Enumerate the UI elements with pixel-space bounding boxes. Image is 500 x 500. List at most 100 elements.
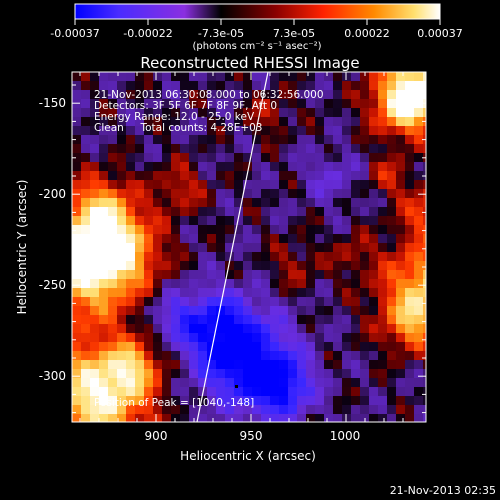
heatmap-cell: [324, 342, 334, 352]
heatmap-cell: [243, 108, 253, 118]
heatmap-cell: [414, 225, 424, 235]
heatmap-cell: [117, 108, 127, 118]
heatmap-cell: [144, 117, 154, 127]
heatmap-cell: [324, 252, 334, 262]
heatmap-cell: [252, 90, 262, 100]
heatmap-cell: [90, 153, 100, 163]
heatmap-cell: [198, 99, 208, 109]
heatmap-cell: [378, 252, 388, 262]
heatmap-cell: [207, 225, 217, 235]
heatmap-cell: [207, 189, 217, 199]
heatmap-cell: [216, 261, 226, 271]
heatmap-cell: [180, 306, 190, 316]
heatmap-cell: [234, 162, 244, 172]
heatmap-cell: [90, 117, 100, 127]
heatmap-cell: [423, 387, 426, 397]
heatmap-cell: [153, 189, 163, 199]
heatmap-cell: [423, 198, 426, 208]
heatmap-cell: [270, 279, 280, 289]
heatmap-cell: [225, 414, 235, 422]
heatmap-cell: [162, 297, 172, 307]
heatmap-cell: [324, 171, 334, 181]
heatmap-cell: [108, 81, 118, 91]
heatmap-cell: [90, 234, 100, 244]
heatmap-cell: [252, 117, 262, 127]
heatmap-cell: [387, 270, 397, 280]
heatmap-cell: [180, 324, 190, 334]
heatmap-cell: [414, 252, 424, 262]
heatmap-cell: [81, 99, 91, 109]
heatmap-cell: [252, 360, 262, 370]
heatmap-cell: [108, 180, 118, 190]
heatmap-cell: [117, 180, 127, 190]
heatmap-cell: [81, 180, 91, 190]
heatmap-cell: [396, 135, 406, 145]
heatmap-cell: [261, 252, 271, 262]
heatmap-cell: [234, 153, 244, 163]
heatmap-cell: [126, 153, 136, 163]
heatmap-cell: [270, 243, 280, 253]
heatmap-cell: [198, 180, 208, 190]
heatmap-cell: [351, 306, 361, 316]
heatmap-cell: [243, 90, 253, 100]
heatmap-cell: [288, 396, 298, 406]
heatmap-cell: [360, 144, 370, 154]
heatmap-cell: [369, 108, 379, 118]
heatmap-cell: [198, 171, 208, 181]
heatmap-cell: [396, 387, 406, 397]
heatmap-cell: [423, 162, 426, 172]
heatmap-cell: [108, 279, 118, 289]
heatmap-cell: [189, 405, 199, 415]
heatmap-cell: [270, 414, 280, 422]
heatmap-cell: [90, 342, 100, 352]
heatmap-cell: [225, 297, 235, 307]
heatmap-cell: [342, 234, 352, 244]
heatmap-cell: [198, 117, 208, 127]
heatmap-cell: [225, 270, 235, 280]
heatmap-cell: [252, 81, 262, 91]
heatmap-cell: [351, 243, 361, 253]
heatmap-cell: [360, 252, 370, 262]
heatmap-cell: [180, 378, 190, 388]
heatmap-cell: [405, 108, 415, 118]
heatmap-cell: [261, 180, 271, 190]
heatmap-cell: [153, 180, 163, 190]
heatmap-cell: [171, 189, 181, 199]
heatmap-cell: [378, 234, 388, 244]
heatmap-cell: [108, 99, 118, 109]
heatmap-cell: [351, 135, 361, 145]
heatmap-cell: [207, 72, 217, 82]
heatmap-cell: [180, 135, 190, 145]
heatmap-cell: [414, 207, 424, 217]
heatmap-cell: [423, 225, 426, 235]
heatmap-cell: [315, 144, 325, 154]
heatmap-cell: [423, 108, 426, 118]
heatmap-cell: [144, 207, 154, 217]
heatmap-cell: [72, 234, 82, 244]
heatmap-cell: [126, 270, 136, 280]
heatmap-cell: [333, 252, 343, 262]
heatmap-cell: [81, 351, 91, 361]
heatmap-cell: [243, 297, 253, 307]
heatmap-cell: [117, 171, 127, 181]
heatmap-cell: [162, 396, 172, 406]
heatmap-cell: [135, 378, 145, 388]
heatmap-cell: [378, 396, 388, 406]
heatmap-cell: [117, 369, 127, 379]
heatmap-cell: [351, 396, 361, 406]
heatmap-cell: [333, 369, 343, 379]
heatmap-cell: [405, 72, 415, 82]
heatmap-cell: [135, 108, 145, 118]
heatmap-cell: [99, 108, 109, 118]
heatmap-cell: [405, 207, 415, 217]
heatmap-cell: [378, 108, 388, 118]
heatmap-cell: [396, 396, 406, 406]
heatmap-cell: [216, 333, 226, 343]
heatmap-cell: [405, 180, 415, 190]
heatmap-cell: [135, 360, 145, 370]
heatmap-cell: [396, 234, 406, 244]
heatmap-cell: [414, 162, 424, 172]
heatmap-cell: [135, 99, 145, 109]
heatmap-cell: [81, 378, 91, 388]
heatmap-cell: [261, 414, 271, 422]
